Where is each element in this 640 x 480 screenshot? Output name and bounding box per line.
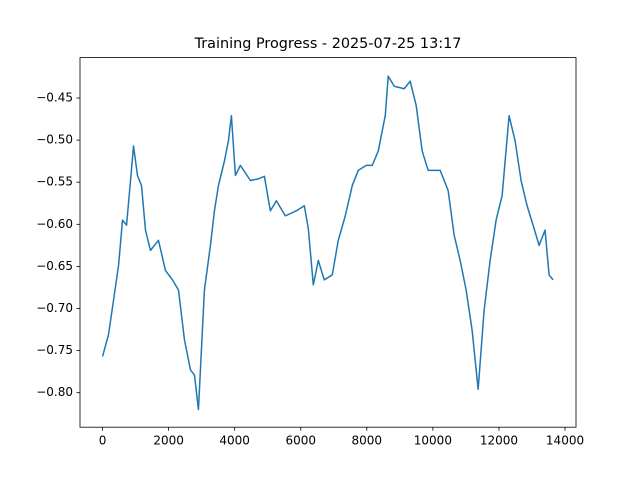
plot-frame xyxy=(79,57,577,428)
x-tick-label: 6000 xyxy=(285,434,316,448)
y-tick-label: −0.45 xyxy=(36,91,73,105)
x-tick-label: 2000 xyxy=(153,434,184,448)
y-tick-label: −0.60 xyxy=(36,217,73,231)
x-tick-label: 8000 xyxy=(352,434,383,448)
x-tick-label: 0 xyxy=(99,434,107,448)
x-tick-label: 14000 xyxy=(546,434,584,448)
y-tick-label: −0.65 xyxy=(36,259,73,273)
y-tick-label: −0.55 xyxy=(36,175,73,189)
y-tick-label: −0.70 xyxy=(36,301,73,315)
x-tick-label: 4000 xyxy=(219,434,250,448)
y-tick-label: −0.80 xyxy=(36,385,73,399)
x-tick-label: 10000 xyxy=(414,434,452,448)
y-tick-label: −0.50 xyxy=(36,133,73,147)
x-tick-label: 12000 xyxy=(480,434,518,448)
chart-title: Training Progress - 2025-07-25 13:17 xyxy=(194,36,462,52)
y-tick-label: −0.75 xyxy=(36,343,73,357)
line-series xyxy=(101,75,554,411)
